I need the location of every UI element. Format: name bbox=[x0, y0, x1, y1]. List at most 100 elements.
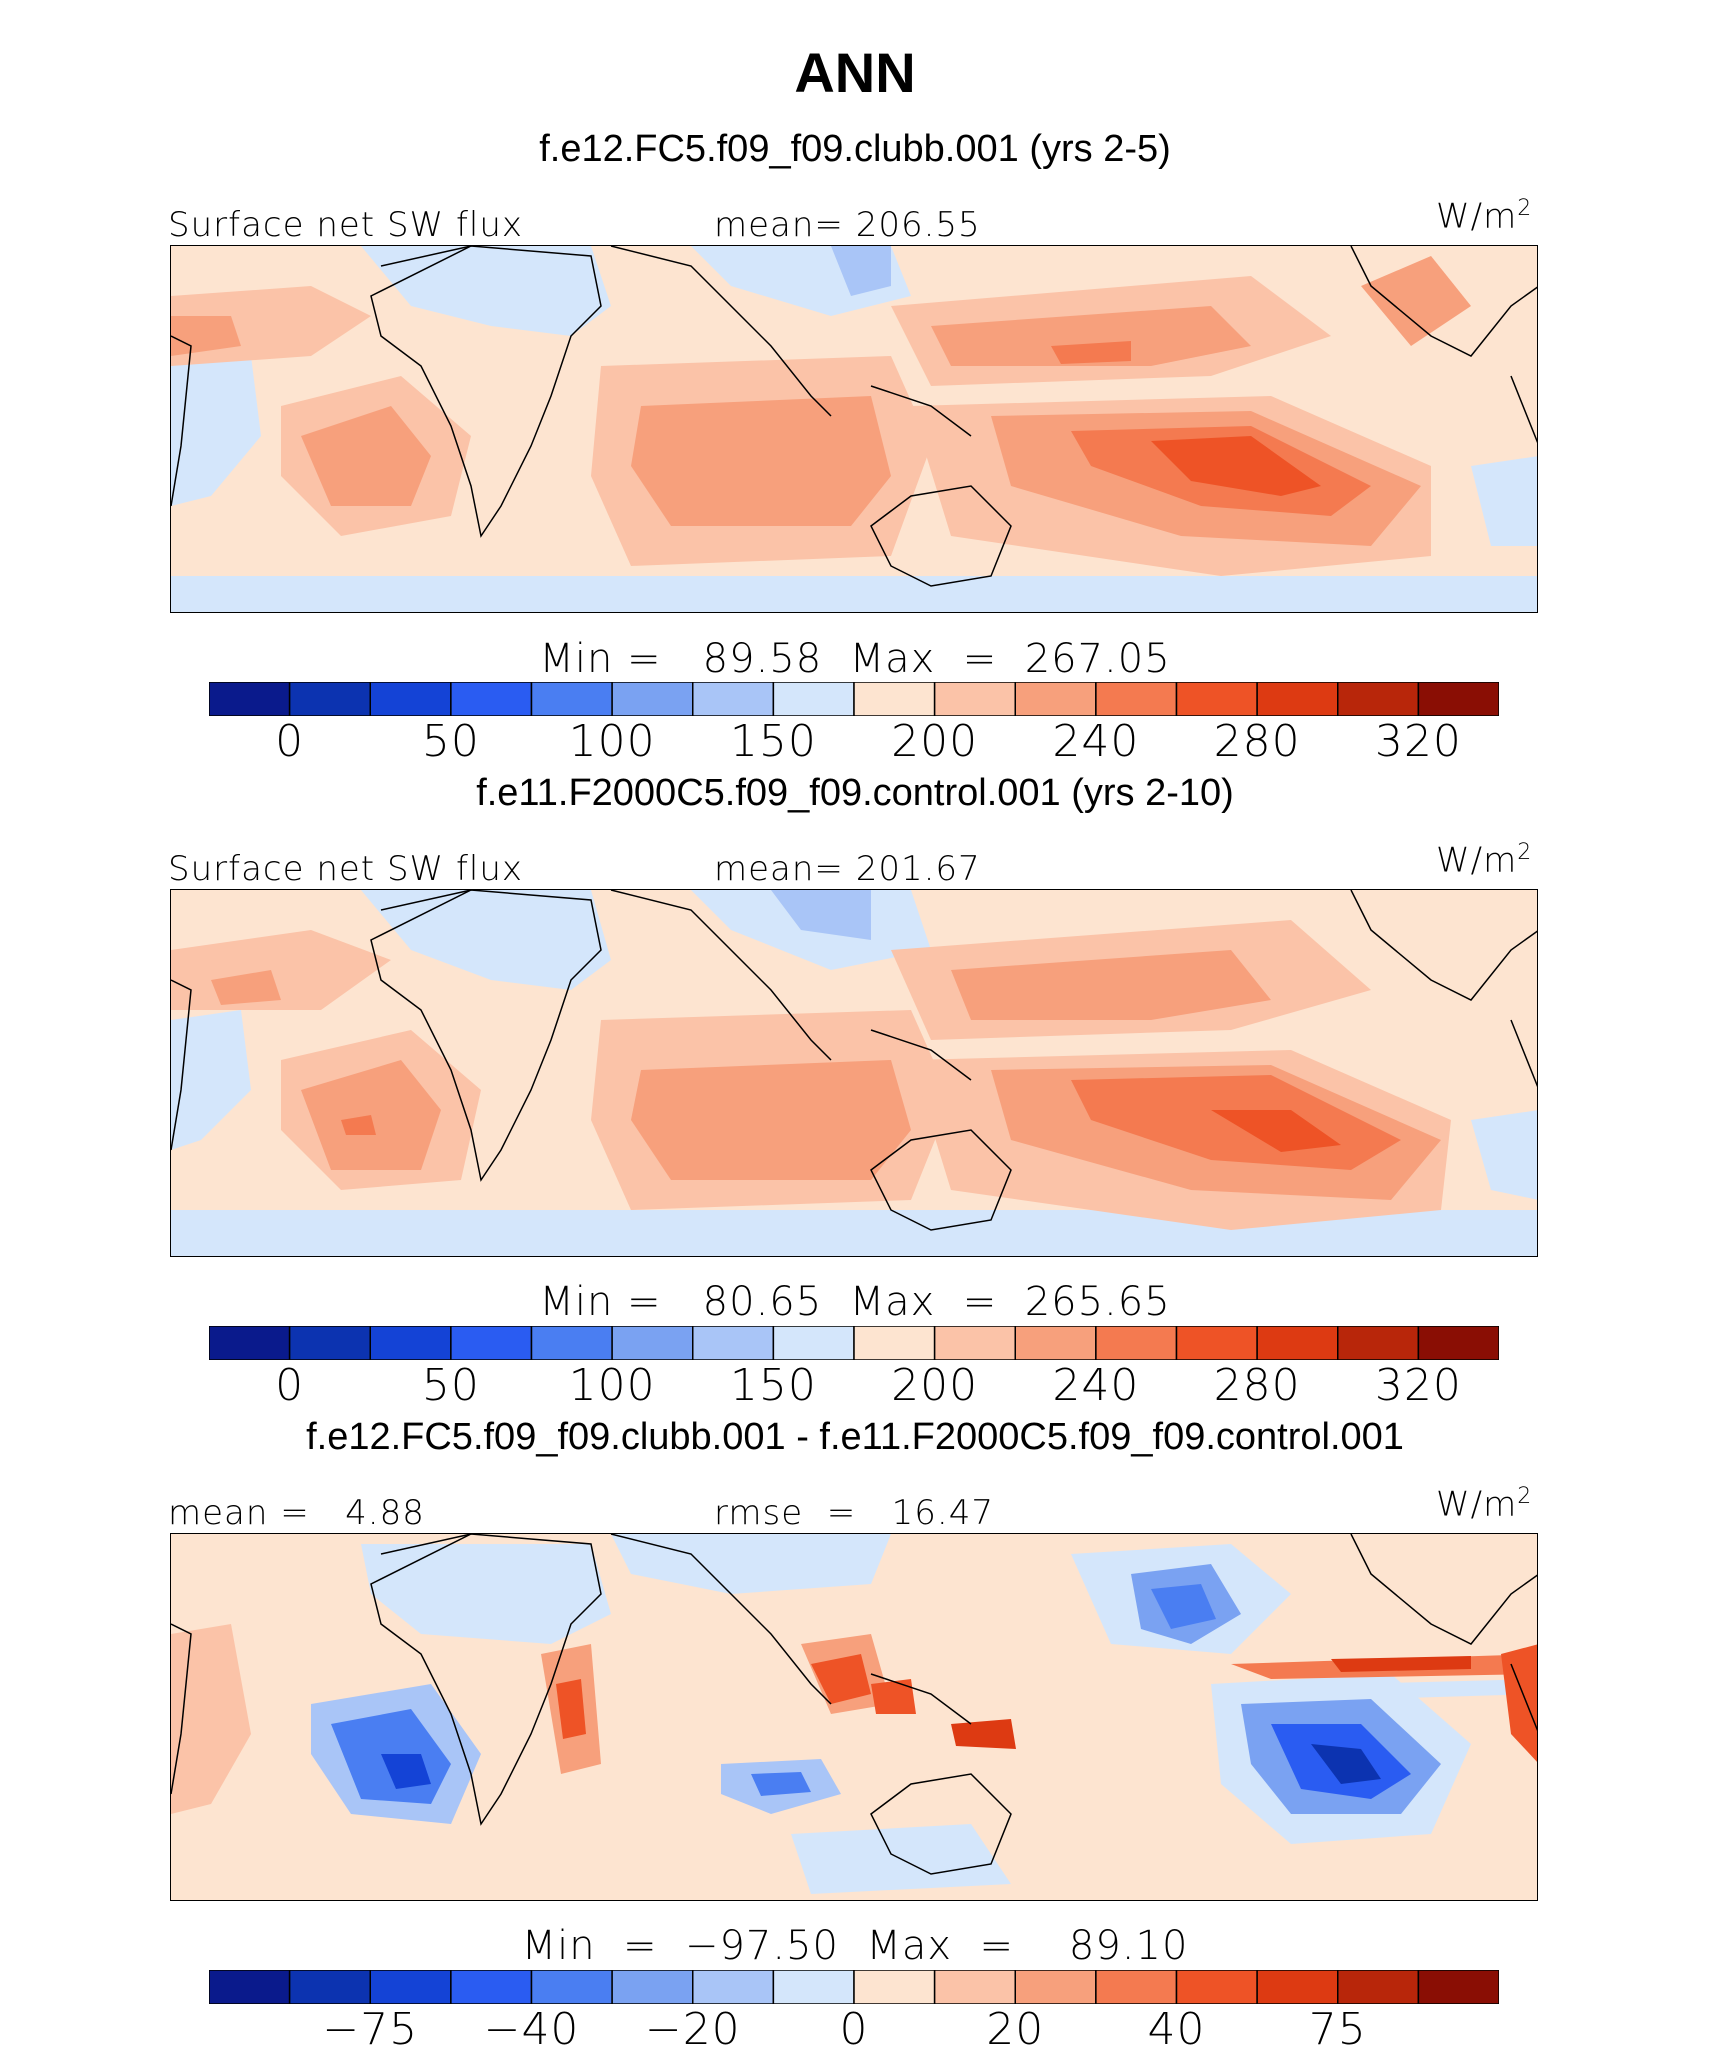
colorbar-tick-label: 0 bbox=[275, 1360, 305, 1411]
panel-3-atlantic-south-min bbox=[381, 1754, 431, 1789]
colorbar-tick-label: 150 bbox=[729, 1360, 817, 1411]
colorbar-tick-label: 280 bbox=[1213, 716, 1301, 767]
panel-1-peru-region bbox=[1471, 456, 1537, 546]
panel-3-asia-region bbox=[611, 1534, 891, 1594]
colorbar-tick-label: 75 bbox=[1308, 2004, 1367, 2055]
colorbar-swatch bbox=[209, 1326, 291, 1360]
colorbar-swatch bbox=[209, 1970, 291, 2004]
colorbar-tick-label: 20 bbox=[986, 2004, 1045, 2055]
colorbar-swatch bbox=[1095, 1326, 1178, 1360]
panel-3-borneo-core bbox=[871, 1679, 916, 1714]
colorbar-swatch bbox=[1095, 1970, 1178, 2004]
panel-3-case-title: f.e12.FC5.f09_f09.clubb.001 - f.e11.F200… bbox=[306, 1416, 1404, 1458]
colorbar-swatch bbox=[369, 682, 452, 716]
panel-3-australia-coast bbox=[870, 1773, 1012, 1875]
colorbar-swatch bbox=[288, 1970, 372, 2004]
colorbar-swatch bbox=[450, 1326, 533, 1360]
panel-2-australia-coast bbox=[870, 1129, 1012, 1231]
colorbar-tick-label: 0 bbox=[839, 2004, 869, 2055]
panel-1-units: W/m2 bbox=[1436, 196, 1533, 237]
panel-1-southern-band bbox=[171, 576, 1537, 612]
panel-3-itcz-blue bbox=[1351, 1679, 1537, 1699]
panel-1-pacific-south-peak bbox=[1151, 436, 1321, 496]
panel-3-pacific-north-min bbox=[1151, 1584, 1216, 1629]
panel-1-asia-coast bbox=[610, 246, 972, 437]
panel-3-sahara-region bbox=[361, 1544, 611, 1644]
panel-2-peru-region bbox=[1471, 1110, 1537, 1200]
panel-3-america-band bbox=[171, 1624, 251, 1814]
panel-1-minmax: Min = 89.58 Max = 267.05 bbox=[539, 636, 1171, 682]
panel-1-colorbar bbox=[209, 682, 1499, 716]
colorbar-swatch bbox=[450, 1970, 533, 2004]
colorbar-swatch bbox=[530, 682, 613, 716]
colorbar-swatch bbox=[288, 682, 372, 716]
panel-2-tibet-region bbox=[771, 890, 871, 940]
colorbar-swatch bbox=[209, 682, 291, 716]
panel-1-case-title: f.e12.FC5.f09_f09.clubb.001 (yrs 2-5) bbox=[539, 128, 1171, 170]
panel-3-africa-coast bbox=[370, 1534, 602, 1826]
panel-2-asia-coast bbox=[610, 890, 972, 1081]
panel-2-units: W/m2 bbox=[1436, 840, 1533, 881]
colorbar-swatch bbox=[1417, 1970, 1499, 2004]
colorbar-tick-label: 240 bbox=[1052, 1360, 1140, 1411]
panel-3-america-coast bbox=[1350, 1534, 1537, 1732]
colorbar-swatch bbox=[369, 1326, 452, 1360]
colorbar-swatch bbox=[1256, 1970, 1339, 2004]
panel-1-pacific-north-max bbox=[1051, 341, 1131, 364]
panel-1-sahara-region bbox=[361, 246, 611, 336]
panel-3-map-field bbox=[171, 1534, 1537, 1900]
panel-3-minmax: Min = −97.50 Max = 89.10 bbox=[521, 1923, 1189, 1969]
panel-2-mean-label: mean= 201.67 bbox=[714, 849, 981, 889]
colorbar-tick-label: 100 bbox=[568, 716, 656, 767]
colorbar-swatch bbox=[692, 1970, 775, 2004]
colorbar-swatch bbox=[933, 1326, 1017, 1360]
panel-1-pacific-north-core bbox=[931, 306, 1251, 366]
panel-2-atlantic-north-core bbox=[211, 970, 281, 1005]
panel-2-colorbar bbox=[209, 1326, 1499, 1360]
colorbar-swatch bbox=[1175, 682, 1258, 716]
panel-3-rmse-label: rmse = 16.47 bbox=[714, 1493, 994, 1533]
panel-2-atlantic-south-max bbox=[341, 1115, 376, 1135]
panel-1-tibet-region bbox=[831, 246, 891, 296]
colorbar-swatch bbox=[1417, 1326, 1499, 1360]
panel-3-map bbox=[170, 1533, 1538, 1901]
panel-1-america-region bbox=[171, 356, 261, 506]
colorbar-tick-label: 200 bbox=[891, 716, 979, 767]
colorbar-swatch bbox=[772, 682, 855, 716]
colorbar-swatch bbox=[530, 1970, 613, 2004]
colorbar-swatch bbox=[1014, 1970, 1097, 2004]
colorbar-swatch bbox=[530, 1326, 613, 1360]
panel-1-brazil-coast bbox=[171, 335, 192, 507]
panel-3-itcz-core bbox=[1331, 1656, 1471, 1672]
panel-1-variable-label: Surface net SW flux bbox=[168, 205, 524, 245]
panel-2-variable-label: Surface net SW flux bbox=[168, 849, 524, 889]
colorbar-swatch bbox=[692, 682, 775, 716]
panel-1-mean-label: mean= 206.55 bbox=[714, 205, 981, 245]
colorbar-swatch bbox=[1175, 1326, 1258, 1360]
colorbar-swatch bbox=[692, 1326, 775, 1360]
colorbar-tick-label: 200 bbox=[891, 1360, 979, 1411]
colorbar-swatch bbox=[450, 682, 533, 716]
panel-3-indochina-core bbox=[811, 1654, 871, 1704]
colorbar-swatch bbox=[1014, 682, 1097, 716]
colorbar-swatch bbox=[1175, 1970, 1258, 2004]
panel-2-pacific-north-core bbox=[951, 950, 1271, 1020]
colorbar-swatch bbox=[1337, 682, 1420, 716]
colorbar-swatch bbox=[611, 1970, 694, 2004]
colorbar-swatch bbox=[933, 1970, 1017, 2004]
colorbar-swatch bbox=[611, 682, 694, 716]
colorbar-swatch bbox=[853, 1326, 936, 1360]
colorbar-swatch bbox=[1417, 682, 1499, 716]
figure-title: ANN bbox=[794, 41, 916, 104]
colorbar-tick-label: 50 bbox=[421, 716, 480, 767]
panel-2-brazil-coast bbox=[171, 979, 192, 1151]
colorbar-tick-label: 240 bbox=[1052, 716, 1140, 767]
panel-2-case-title: f.e11.F2000C5.f09_f09.control.001 (yrs 2… bbox=[476, 772, 1234, 814]
colorbar-swatch bbox=[1095, 682, 1178, 716]
panel-3-eastafrica-core bbox=[556, 1679, 586, 1739]
panel-2-colorbar-svg bbox=[209, 1326, 1499, 1360]
panel-1-america-coast bbox=[1350, 246, 1537, 444]
colorbar-tick-label: −20 bbox=[644, 2004, 741, 2055]
colorbar-tick-label: −75 bbox=[322, 2004, 419, 2055]
panel-3-newguinea-core bbox=[951, 1719, 1016, 1749]
